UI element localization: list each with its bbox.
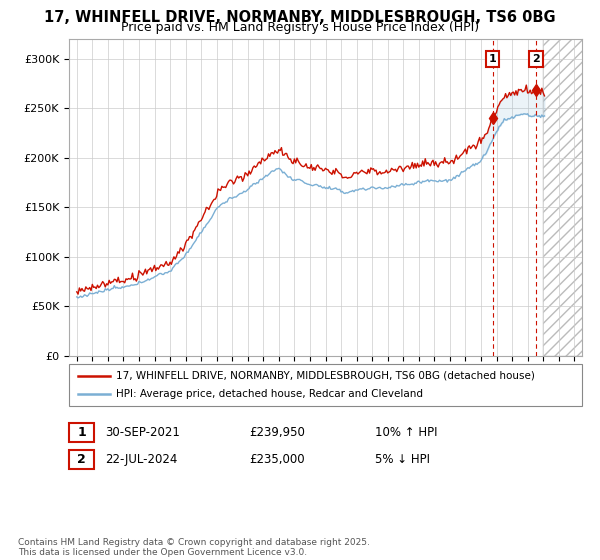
Bar (543, 39, 590, 356)
Text: 2: 2 (532, 54, 540, 64)
Text: 17, WHINFELL DRIVE, NORMANBY, MIDDLESBROUGH, TS6 0BG (detached house): 17, WHINFELL DRIVE, NORMANBY, MIDDLESBRO… (116, 371, 535, 381)
Text: Contains HM Land Registry data © Crown copyright and database right 2025.
This d: Contains HM Land Registry data © Crown c… (18, 538, 370, 557)
Text: HPI: Average price, detached house, Redcar and Cleveland: HPI: Average price, detached house, Redc… (116, 389, 423, 399)
Text: £235,000: £235,000 (249, 452, 305, 466)
Text: £239,950: £239,950 (249, 426, 305, 439)
Text: 22-JUL-2024: 22-JUL-2024 (105, 452, 178, 466)
Text: 2: 2 (77, 452, 86, 466)
Text: 1: 1 (77, 426, 86, 439)
Text: 1: 1 (489, 54, 496, 64)
Text: 5% ↓ HPI: 5% ↓ HPI (375, 452, 430, 466)
Text: 10% ↑ HPI: 10% ↑ HPI (375, 426, 437, 439)
Text: 17, WHINFELL DRIVE, NORMANBY, MIDDLESBROUGH, TS6 0BG: 17, WHINFELL DRIVE, NORMANBY, MIDDLESBRO… (44, 10, 556, 25)
Text: Price paid vs. HM Land Registry's House Price Index (HPI): Price paid vs. HM Land Registry's House … (121, 21, 479, 34)
Text: 30-SEP-2021: 30-SEP-2021 (105, 426, 180, 439)
